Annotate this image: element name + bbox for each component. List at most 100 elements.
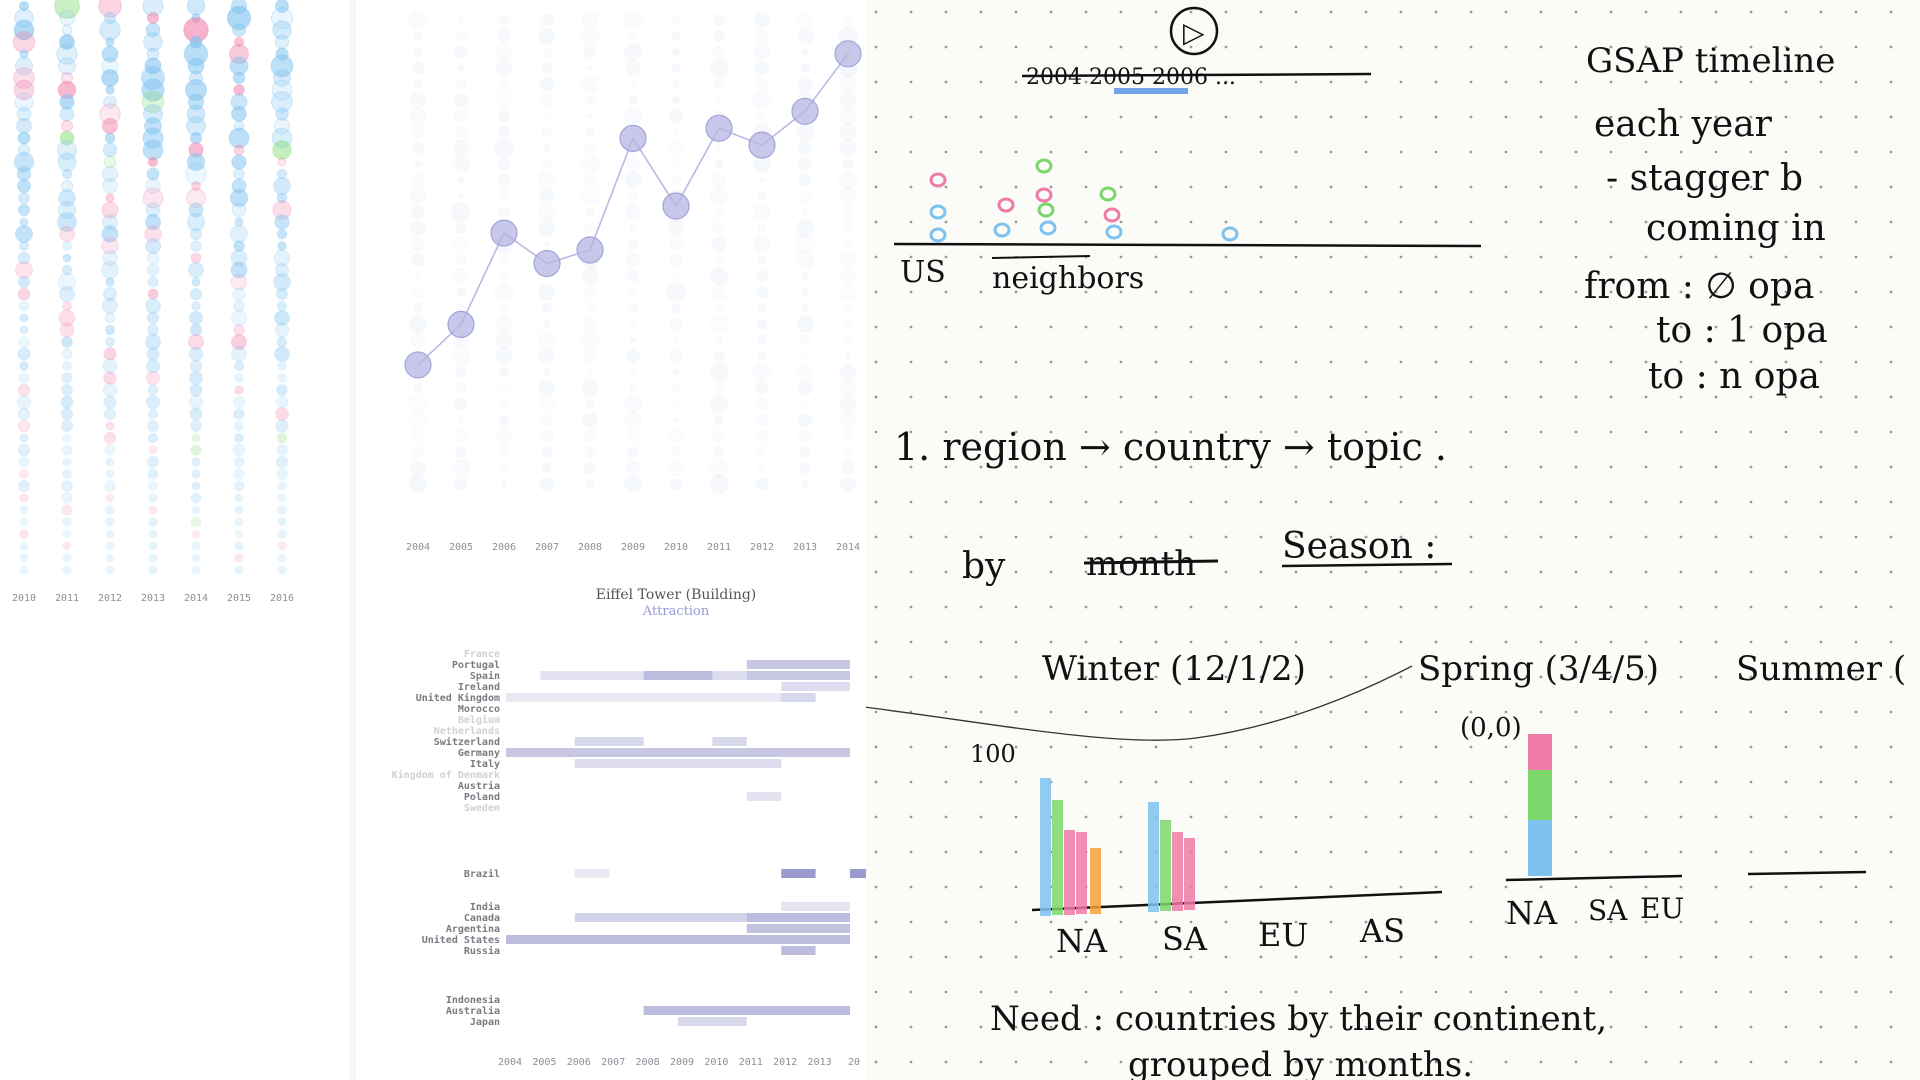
grid-dot (874, 500, 878, 504)
bubble-mark (276, 336, 288, 348)
bg-bubble (672, 368, 680, 376)
grid-dot (1714, 570, 1718, 574)
bubble-mark (103, 11, 117, 25)
bubble-mark (186, 212, 206, 232)
grid-dot (1574, 325, 1578, 329)
bg-bubble (455, 30, 467, 42)
grid-dot (1259, 45, 1263, 49)
bg-bubble (498, 446, 510, 458)
bubble-x-tick: 2011 (55, 593, 79, 604)
grid-dot (1469, 80, 1473, 84)
bg-bubble (580, 378, 600, 398)
bg-bubble (797, 76, 813, 92)
grid-dot (1364, 850, 1368, 854)
bubble-mark (17, 287, 31, 301)
grid-dot (1294, 605, 1298, 609)
grid-dot (1329, 605, 1333, 609)
grid-dot (1574, 430, 1578, 434)
grid-dot (1714, 990, 1718, 994)
grid-dot (1189, 80, 1193, 84)
bubble-mark (191, 469, 201, 479)
grid-dot (1259, 430, 1263, 434)
bg-bubble (623, 410, 643, 430)
grid-dot (1084, 675, 1088, 679)
grid-dot (1889, 1060, 1893, 1064)
grid-dot (1679, 1060, 1683, 1064)
bubble-mark (274, 34, 290, 50)
grid-dot (1329, 780, 1333, 784)
grid-dot (1329, 430, 1333, 434)
bubble-mark (101, 225, 119, 243)
grid-dot (1329, 185, 1333, 189)
grid-dot (1154, 360, 1158, 364)
bubble-mark (13, 151, 35, 173)
grid-dot (1609, 220, 1613, 224)
bg-bubble (410, 460, 426, 476)
grid-dot (944, 920, 948, 924)
bubble-mark (13, 67, 35, 89)
bubble-mark (13, 19, 35, 41)
bg-bubble (497, 269, 511, 283)
grid-dot (1749, 360, 1753, 364)
grid-dot (944, 780, 948, 784)
grid-dot (1399, 570, 1403, 574)
bubble-mark (148, 529, 158, 539)
bg-bubble (497, 93, 511, 107)
bg-bubble (455, 446, 467, 458)
grid-dot (1819, 360, 1823, 364)
grid-dot (1259, 640, 1263, 644)
bg-bubble (629, 384, 637, 392)
grid-dot (1784, 255, 1788, 259)
bubble-mark (145, 178, 161, 194)
grid-dot (1504, 465, 1508, 469)
bg-bubble (757, 351, 767, 361)
bubble-mark (19, 517, 29, 527)
bg-bubble (714, 415, 724, 425)
grid-dot (1819, 640, 1823, 644)
grid-dot (874, 850, 878, 854)
grid-dot (979, 395, 983, 399)
grid-dot (874, 395, 878, 399)
bubble-mark (144, 225, 162, 243)
grid-dot (1364, 185, 1368, 189)
grid-dot (1084, 1060, 1088, 1064)
bubble-mark (191, 529, 201, 539)
grid-dot (1189, 255, 1193, 259)
grid-dot (944, 710, 948, 714)
bubble-mark (233, 144, 245, 156)
grid-dot (1784, 605, 1788, 609)
bubble-mark (188, 394, 204, 410)
bg-bubble (542, 143, 552, 153)
grid-dot (1259, 500, 1263, 504)
heatmap-cell (643, 693, 782, 702)
grid-dot (909, 1025, 913, 1029)
bg-bubble (408, 394, 428, 414)
grid-dot (1749, 150, 1753, 154)
grid-dot (1749, 465, 1753, 469)
bg-bubble (495, 331, 513, 349)
bubble-mark (12, 30, 36, 54)
grid-dot (944, 885, 948, 889)
bubble-mark (146, 251, 160, 265)
heatmap-cell (746, 924, 850, 933)
line-x-tick: 2013 (793, 542, 817, 553)
grid-dot (1644, 395, 1648, 399)
grid-dot (1469, 850, 1473, 854)
grid-dot (1224, 395, 1228, 399)
heatmap-cell (506, 693, 644, 702)
grid-dot (1014, 325, 1018, 329)
bubble-mark (62, 361, 72, 371)
grid-dot (1609, 535, 1613, 539)
bubble-mark (273, 177, 291, 195)
grid-dot (1784, 500, 1788, 504)
bubble-mark (99, 19, 121, 41)
grid-dot (874, 780, 878, 784)
bubble-mark (103, 95, 117, 109)
bg-bubble (712, 45, 726, 59)
bg-bubble (542, 47, 552, 57)
grid-dot (1294, 325, 1298, 329)
bg-bubble (494, 138, 514, 158)
grid-dot (1889, 920, 1893, 924)
bubble-mark (106, 554, 114, 562)
bubble-mark (148, 565, 158, 575)
